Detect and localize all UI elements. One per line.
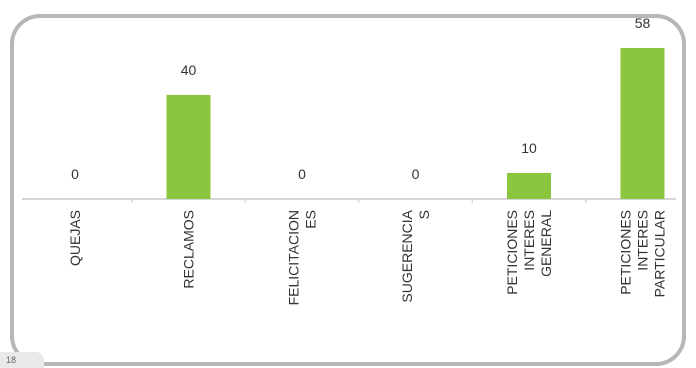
category-label-line: FELICITACION: [286, 210, 302, 305]
corner-label: 18: [6, 355, 17, 365]
data-label: 58: [635, 15, 651, 31]
category-label-line: INTERES: [521, 210, 537, 271]
category-label: FELICITACION ES: [286, 210, 319, 305]
category-label-line: SUGERENCIA: [399, 209, 415, 302]
data-label: 40: [181, 62, 197, 78]
category-label: SUGERENCIA S: [399, 209, 432, 302]
data-label: 10: [521, 140, 537, 156]
category-label-line: ES: [303, 210, 319, 229]
category-label: RECLAMOS: [181, 210, 197, 289]
category-label-line: QUEJAS: [67, 210, 83, 266]
bar: [166, 94, 211, 199]
bar: [507, 172, 551, 199]
category-label-line: PETICIONES: [618, 210, 634, 295]
corner-tab: 18: [0, 352, 44, 368]
data-label: 0: [71, 166, 79, 182]
chart-frame: [10, 14, 686, 366]
category-label: QUEJAS: [67, 210, 83, 266]
category-label-line: PARTICULAR: [652, 210, 668, 297]
data-label: 0: [298, 166, 306, 182]
bar: [620, 48, 665, 199]
category-label-line: INTERES: [635, 210, 651, 271]
category-label-line: PETICIONES: [504, 210, 520, 295]
data-label: 0: [412, 166, 420, 182]
category-label: PETICIONES INTERES PARTICULAR: [618, 210, 668, 297]
category-label-line: RECLAMOS: [181, 210, 197, 289]
category-label-line: GENERAL: [538, 210, 554, 277]
category-label: PETICIONES INTERES GENERAL: [504, 210, 554, 295]
category-label-line: S: [416, 210, 432, 219]
